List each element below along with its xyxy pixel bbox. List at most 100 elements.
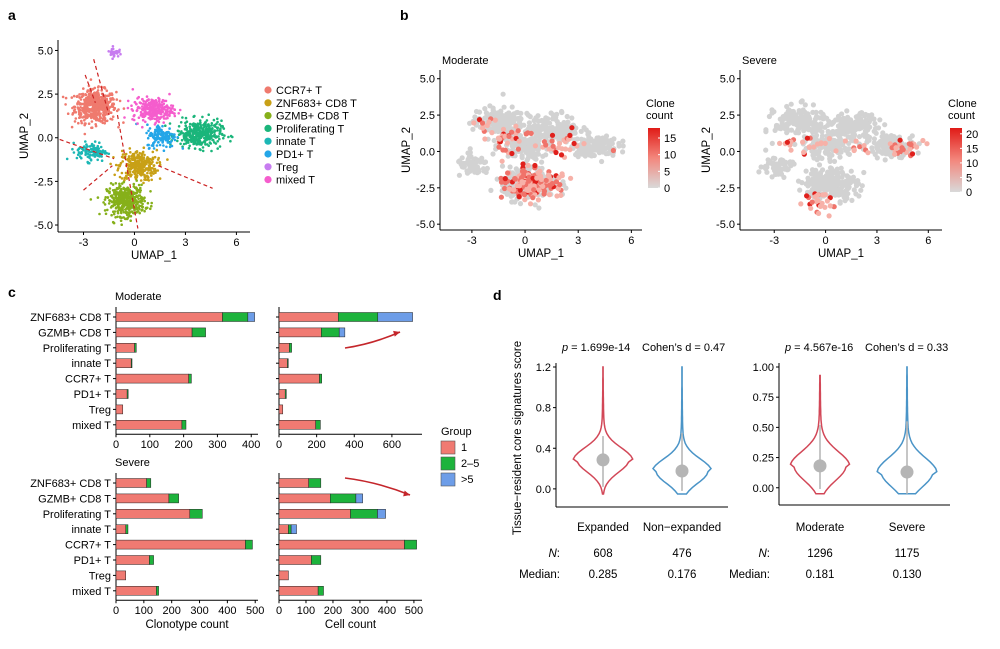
category-label: GZMB+ CD8 T: [38, 493, 111, 505]
cluster-point: [140, 105, 144, 108]
cell-point: [604, 139, 610, 145]
cluster-point: [148, 157, 152, 161]
cluster-point: [92, 91, 96, 95]
cluster-point: [138, 158, 142, 162]
cluster-point: [153, 130, 157, 134]
stat-label: p = 1.699e-14: [561, 342, 630, 354]
expanded-cell-point: [471, 120, 477, 126]
expanded-cell-point: [506, 133, 512, 139]
cluster-point: [118, 201, 122, 205]
cluster-point: [115, 98, 119, 101]
bar-segment: [222, 312, 249, 322]
cluster-point: [126, 158, 129, 161]
bar-segment: [245, 539, 253, 550]
median-row-label: Median:: [729, 569, 770, 581]
cluster-point: [96, 196, 100, 199]
cluster-point: [102, 201, 105, 204]
cluster-point: [79, 115, 82, 119]
legend-swatch: [440, 456, 456, 471]
cluster-point: [165, 139, 169, 142]
cluster-point: [145, 131, 148, 135]
expanded-cell-point: [530, 175, 536, 181]
cell-point: [813, 134, 819, 140]
cluster-point: [103, 113, 107, 117]
expanded-cell-point: [804, 135, 811, 141]
x-tick-label: 500: [405, 605, 423, 617]
cluster-point: [103, 152, 107, 155]
cell-point: [550, 112, 556, 118]
cell-point: [564, 113, 570, 120]
cluster-point: [205, 143, 209, 146]
expanded-cell-point: [826, 213, 832, 219]
cluster-point: [105, 89, 109, 92]
cluster-point: [74, 117, 78, 120]
panel-label-d: d: [493, 287, 502, 303]
cluster-point: [151, 105, 154, 108]
cluster-point: [153, 136, 156, 140]
cluster-point: [66, 112, 70, 115]
cluster-point: [139, 110, 143, 114]
x-tick-label: 0: [522, 235, 528, 247]
cluster-point: [110, 194, 114, 197]
cluster-point: [152, 147, 156, 150]
cluster-point: [118, 50, 121, 53]
y-tick-label: -2.5: [416, 183, 435, 195]
cluster-point: [168, 92, 171, 96]
cluster-point: [161, 124, 164, 128]
cluster-point: [104, 196, 107, 199]
legend-label: ZNF683+ CD8 T: [276, 98, 357, 110]
cluster-point: [199, 141, 203, 145]
cluster-point: [148, 165, 151, 168]
cell-point: [777, 116, 783, 122]
cell-point: [517, 201, 524, 207]
bar-segment: [134, 343, 137, 353]
cluster-point: [100, 155, 103, 158]
cluster-point: [153, 123, 157, 126]
expanded-cell-point: [857, 144, 863, 150]
median-value: 0.130: [893, 569, 922, 581]
cluster-point: [168, 122, 172, 125]
cell-point: [532, 202, 538, 208]
cluster-point: [61, 95, 65, 99]
cell-point: [915, 150, 921, 156]
cell-point: [569, 115, 575, 121]
cluster-point: [218, 145, 222, 148]
cluster-point: [140, 156, 144, 160]
cluster-point: [141, 202, 144, 206]
cluster-point: [72, 151, 76, 154]
cluster-point: [125, 197, 129, 201]
expanded-cell-point: [520, 161, 526, 167]
cluster-point: [159, 133, 162, 136]
cluster-point: [216, 147, 219, 150]
cluster-point: [76, 153, 80, 156]
cell-point: [849, 197, 855, 203]
cluster-point: [87, 84, 91, 88]
y-tick-label: 0.4: [536, 443, 551, 455]
cluster-point: [138, 151, 141, 155]
cluster-point: [103, 198, 107, 201]
cluster-point: [111, 200, 114, 204]
x-axis-label: Clonotype count: [145, 619, 229, 631]
cell-point: [587, 138, 593, 144]
bar-segment: [115, 389, 128, 399]
category-label: PD1+ T: [74, 555, 112, 567]
expanded-cell-point: [521, 191, 527, 197]
expanded-cell-point: [861, 143, 867, 149]
cell-point: [517, 115, 523, 121]
cluster-point: [192, 122, 195, 125]
cluster-point: [121, 160, 124, 163]
expanded-cell-point: [907, 146, 913, 152]
cluster-point: [84, 140, 87, 143]
cell-point: [845, 129, 851, 135]
expanded-cell-point: [893, 145, 899, 151]
cell-point: [521, 138, 527, 144]
cell-point: [507, 164, 513, 170]
cluster-point: [202, 123, 205, 127]
cluster-point: [100, 99, 103, 102]
cluster-point: [194, 135, 198, 139]
cluster-point: [135, 179, 138, 182]
cluster-point: [116, 204, 120, 208]
cluster-point: [77, 113, 81, 116]
cell-point: [501, 104, 507, 110]
cell-point: [573, 125, 579, 131]
